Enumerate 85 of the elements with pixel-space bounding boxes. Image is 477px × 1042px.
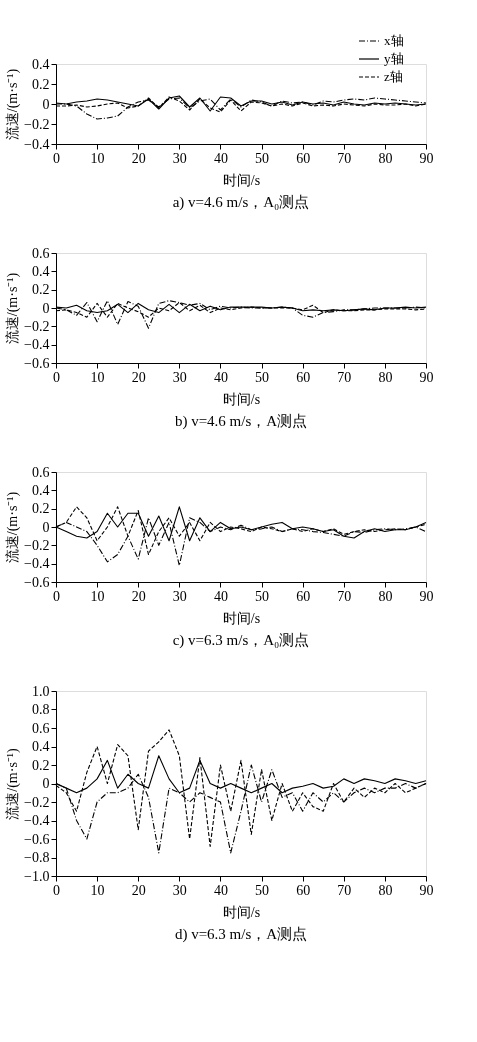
x-tick-label: 0 [53,882,60,898]
x-tick-label: 60 [296,369,311,385]
x-tick-label: 50 [255,150,270,166]
x-tick-label: 40 [213,150,228,166]
legend-label: z轴 [384,69,403,84]
text: d) v=6.3 m/s，A测点 [174,926,308,943]
y-tick-label: −0.6 [24,355,50,371]
x-tick-label: 0 [53,369,60,385]
x-tick-label: 60 [296,588,311,604]
y-tick-label: 1.0 [32,683,50,699]
x-tick-label: 70 [337,369,352,385]
x-tick-label: 30 [172,150,187,166]
x-tick-label: 50 [255,882,270,898]
x-tick-label: 80 [378,369,393,385]
y-axis-title: 流速/(m·s⁻¹) [5,491,22,564]
x-tick-label: 70 [337,588,352,604]
x-axis-title: 时间/s [222,610,261,626]
x-tick-label: 90 [419,369,434,385]
y-tick-label: −0.2 [24,116,50,132]
x-tick-label: 10 [90,150,105,166]
y-tick-label: 0 [42,519,50,535]
y-tick-label: −0.4 [24,813,50,828]
x-tick-label: 20 [131,369,146,385]
x-tick-label: 70 [337,150,352,166]
y-tick-label: 0 [42,300,50,316]
y-tick-label: −1.0 [24,868,50,884]
x-tick-label: 50 [255,369,270,385]
x-tick-label: 60 [296,882,311,898]
y-tick-label: 0.2 [32,501,50,517]
y-tick-label: 0.6 [32,245,50,261]
x-tick-label: 20 [131,150,146,166]
x-tick-label: 10 [90,588,105,604]
y-tick-label: 0.6 [32,464,50,480]
x-tick-label: 40 [213,588,228,604]
y-tick-label: 0.4 [32,482,50,498]
x-axis-title: 时间/s [222,904,261,920]
x-tick-label: 20 [131,588,146,604]
x-axis-title: 时间/s [222,391,261,407]
x-tick-label: 80 [378,588,393,604]
x-tick-label: 50 [255,588,270,604]
y-tick-label: −0.2 [24,318,50,334]
x-tick-label: 0 [53,588,60,604]
x-tick-label: 90 [419,882,434,898]
y-tick-label: 0.4 [32,263,50,279]
y-axis-title: 流速/(m·s⁻¹) [5,272,22,345]
x-tick-label: 30 [172,588,187,604]
y-tick-label: −0.6 [24,831,50,847]
x-tick-label: 30 [172,369,187,385]
x-tick-label: 20 [131,882,146,898]
y-tick-label: 0.2 [32,757,50,773]
x-tick-label: 90 [419,588,434,604]
x-tick-label: 80 [378,150,393,166]
y-tick-label: 0.4 [32,739,50,754]
y-axis-title: 流速/(m·s⁻¹) [5,68,22,141]
text: c) v=6.3 m/s，A₀测点 [172,632,310,649]
text: a) v=4.6 m/s，A₀测点 [172,194,310,211]
y-tick-label: 0.6 [32,720,50,736]
y-tick-label: −0.4 [24,136,50,152]
y-tick-label: −0.6 [24,574,50,590]
x-tick-label: 60 [296,150,311,166]
legend-label: x轴 [384,33,404,48]
x-tick-label: 80 [378,882,393,898]
y-tick-label: 0 [42,96,50,112]
x-tick-label: 70 [337,882,352,898]
x-tick-label: 90 [419,150,434,166]
y-tick-label: 0.8 [32,702,50,717]
y-tick-label: −0.2 [24,537,50,553]
y-tick-label: 0.4 [32,56,50,72]
y-tick-label: −0.2 [24,794,50,810]
y-axis-title: 流速/(m·s⁻¹) [5,747,22,820]
y-tick-label: −0.8 [24,850,50,865]
x-tick-label: 40 [213,369,228,385]
legend-label: y轴 [384,51,404,66]
x-tick-label: 30 [172,882,187,898]
x-tick-label: 10 [90,369,105,385]
y-tick-label: 0 [42,776,50,791]
y-tick-label: 0.2 [32,282,50,298]
x-tick-label: 0 [53,150,60,166]
x-axis-title: 时间/s [222,172,261,188]
y-tick-label: 0.2 [32,76,50,92]
x-tick-label: 40 [213,882,228,898]
x-tick-label: 10 [90,882,105,898]
y-tick-label: −0.4 [24,337,50,353]
y-tick-label: −0.4 [24,556,50,572]
text: b) v=4.6 m/s，A测点 [174,413,308,430]
